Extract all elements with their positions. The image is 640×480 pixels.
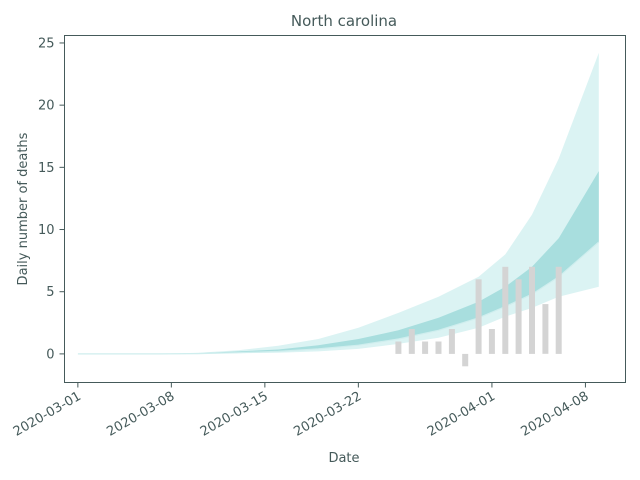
x-tick-label: 2020-03-08 xyxy=(104,389,177,440)
x-tick-label: 2020-03-15 xyxy=(198,389,271,440)
y-axis-ticks: 0 5 10 15 20 25 xyxy=(38,36,65,362)
x-axis-ticks: 2020-03-01 2020-03-08 2020-03-15 2020-03-22… xyxy=(11,382,591,440)
baseline-line xyxy=(77,241,600,355)
bar xyxy=(462,353,469,367)
chart-title: North carolina xyxy=(291,12,397,30)
bar xyxy=(502,266,509,354)
y-tick-label: 5 xyxy=(46,285,54,300)
y-tick-label: 25 xyxy=(38,36,55,51)
x-tick-label: 2020-04-08 xyxy=(518,389,591,440)
y-tick-label: 20 xyxy=(38,99,55,114)
y-tick-label: 15 xyxy=(38,161,55,176)
y-axis-label: Daily number of deaths xyxy=(16,132,31,285)
bar xyxy=(515,279,522,354)
axes xyxy=(64,35,626,383)
bar xyxy=(488,329,495,354)
bar xyxy=(542,304,549,354)
x-tick-label: 2020-03-22 xyxy=(291,389,364,440)
bar xyxy=(475,279,482,354)
y-tick-label: 10 xyxy=(38,223,55,238)
bar xyxy=(529,266,535,354)
bar xyxy=(435,341,442,354)
bar xyxy=(422,341,429,354)
x-tick-label: 2020-03-01 xyxy=(11,389,84,440)
prediction-bands xyxy=(77,52,600,355)
bar xyxy=(395,341,402,354)
plot-frame xyxy=(64,35,626,383)
daily-deaths-bars xyxy=(395,266,562,367)
bar xyxy=(555,266,562,354)
inner-prediction-band xyxy=(77,171,599,354)
y-tick-label: 0 xyxy=(46,347,54,362)
bar xyxy=(408,329,415,354)
x-tick-label: 2020-04-01 xyxy=(425,389,498,440)
bar xyxy=(448,329,455,354)
x-axis-label: Date xyxy=(328,451,359,466)
